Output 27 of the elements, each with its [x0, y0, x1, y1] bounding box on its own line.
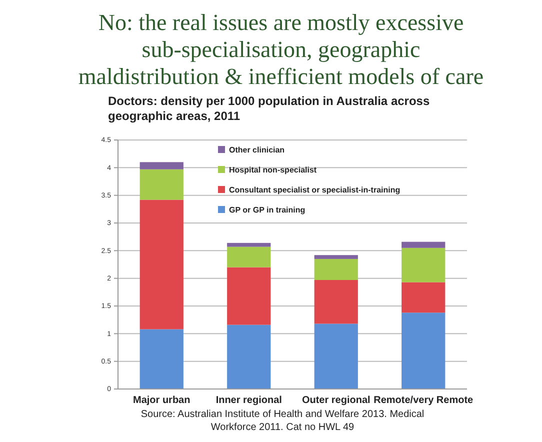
bar	[314, 255, 358, 259]
bar	[140, 329, 184, 389]
bar	[140, 162, 184, 170]
bar	[140, 169, 184, 200]
x-tick-label: Remote/very Remote	[374, 395, 474, 406]
legend-label: Hospital non-specialist	[229, 166, 317, 175]
x-tick-label: Outer regional	[302, 395, 371, 406]
bar	[227, 324, 271, 389]
bar	[314, 280, 358, 324]
bar	[314, 324, 358, 389]
bar	[227, 242, 271, 247]
x-tick-label: Major urban	[133, 395, 190, 406]
chart-title: No: the real issues are mostly excessive sub-specialisation, geographic maldistribution & inefficient models of care	[78, 10, 484, 89]
bar	[227, 246, 271, 268]
legend-label: GP or GP in training	[229, 206, 306, 215]
chart-subtitle: Doctors: density per 1000 population in Australia across geographic areas, 2011	[108, 94, 430, 123]
bar	[402, 242, 446, 248]
legend-label: Consultant specialist or specialist-in-training	[229, 186, 400, 195]
bar	[402, 312, 446, 389]
bar	[140, 200, 184, 330]
bar	[314, 258, 358, 280]
legend-label: Other clinician	[229, 146, 285, 155]
bar	[227, 267, 271, 325]
bar	[402, 248, 446, 282]
bar	[402, 282, 446, 313]
source-note: Source: Australian Institute of Health and Welfare 2013. Medical Workforce 2011. Cat no HWL 49	[140, 409, 424, 433]
x-tick-label: Inner regional	[216, 395, 282, 406]
